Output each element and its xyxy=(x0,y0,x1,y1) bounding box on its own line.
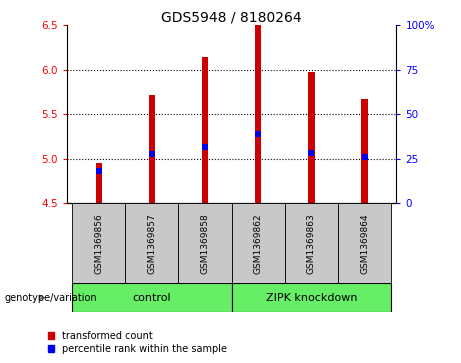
Bar xyxy=(202,57,208,203)
Text: GSM1369862: GSM1369862 xyxy=(254,213,263,274)
Text: GSM1369863: GSM1369863 xyxy=(307,213,316,274)
Text: control: control xyxy=(133,293,171,303)
Text: GSM1369856: GSM1369856 xyxy=(94,213,103,274)
Bar xyxy=(338,203,391,283)
Bar xyxy=(95,163,102,203)
Bar xyxy=(231,283,391,312)
Bar xyxy=(285,203,338,283)
Bar xyxy=(231,203,285,283)
Text: GSM1369857: GSM1369857 xyxy=(148,213,156,274)
Bar xyxy=(125,203,178,283)
Bar xyxy=(308,72,314,203)
Bar xyxy=(178,203,231,283)
Text: genotype/variation: genotype/variation xyxy=(5,293,97,303)
Title: GDS5948 / 8180264: GDS5948 / 8180264 xyxy=(161,10,302,24)
Text: GSM1369858: GSM1369858 xyxy=(201,213,210,274)
Text: GSM1369864: GSM1369864 xyxy=(360,213,369,274)
Bar xyxy=(361,99,368,203)
Legend: transformed count, percentile rank within the sample: transformed count, percentile rank withi… xyxy=(44,327,231,358)
Bar xyxy=(72,203,125,283)
Bar xyxy=(149,95,155,203)
Text: ZIPK knockdown: ZIPK knockdown xyxy=(266,293,357,303)
Bar xyxy=(255,25,261,203)
Bar xyxy=(72,283,231,312)
